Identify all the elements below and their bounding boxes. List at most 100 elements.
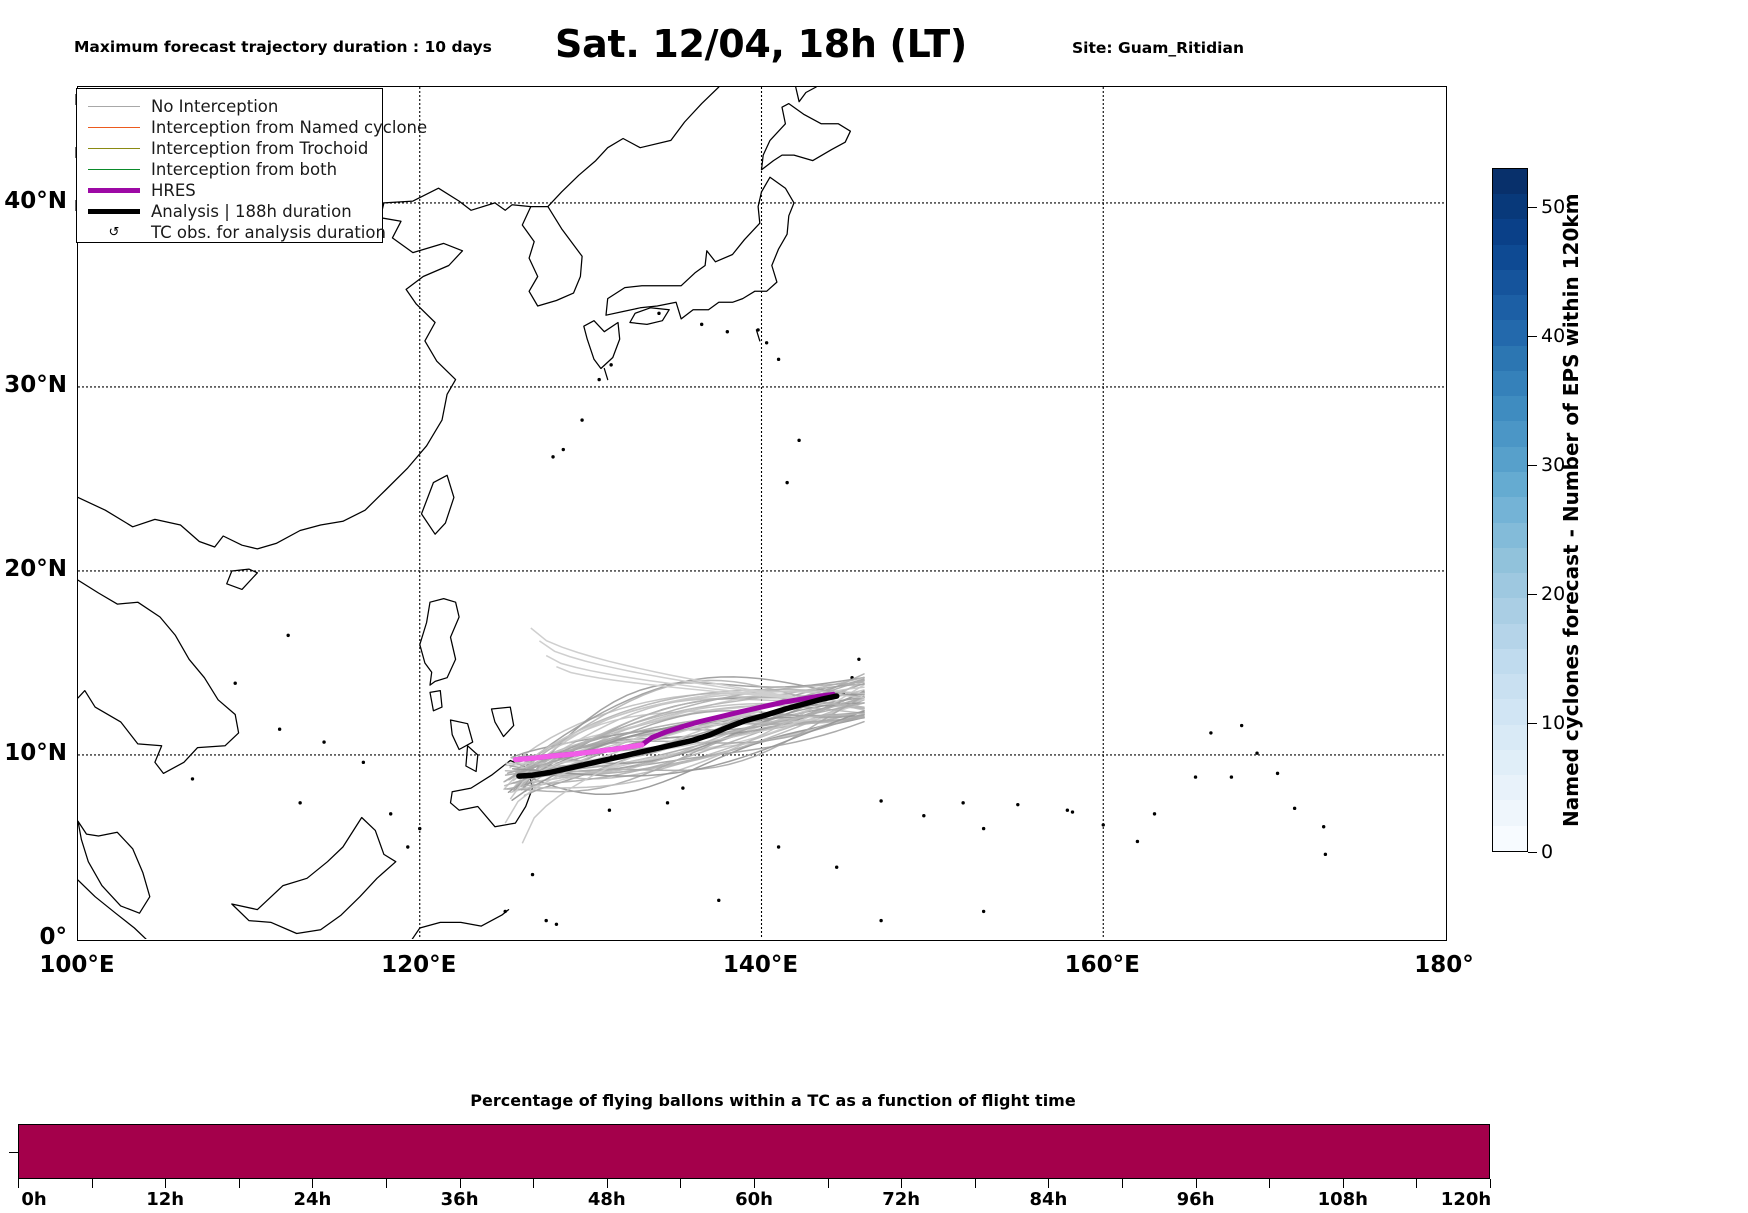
time-tick-label-12h: 12h xyxy=(146,1189,185,1210)
colorbar-segment-10 xyxy=(1493,573,1527,599)
colorbar-tick-50 xyxy=(1528,206,1537,208)
legend-item-4[interactable]: HRES xyxy=(77,180,382,201)
time-tick-84h xyxy=(1048,1179,1050,1188)
colorbar-segment-7 xyxy=(1493,648,1527,675)
legend-label-0: No Interception xyxy=(151,97,279,116)
colorbar-tick-20 xyxy=(1528,593,1537,595)
lat-tick-40: 40°N xyxy=(4,187,67,214)
page-title: Sat. 12/04, 18h (LT) xyxy=(555,22,967,66)
time-tick-48h xyxy=(606,1179,608,1188)
colorbar-tick-30 xyxy=(1528,464,1537,466)
legend-swatch-1 xyxy=(88,127,140,128)
legend-label-6: TC obs. for analysis duration xyxy=(151,223,386,242)
legend-label-2: Interception from Trochoid xyxy=(151,139,369,158)
colorbar-tick-label-0: 0 xyxy=(1541,841,1554,863)
colorbar-segment-25 xyxy=(1493,194,1527,220)
time-tick-60h xyxy=(754,1179,755,1188)
colorbar-segment-16 xyxy=(1493,421,1527,447)
time-tick-label-0h: 0h xyxy=(21,1189,47,1210)
colorbar-segment-2 xyxy=(1493,775,1527,801)
colorbar-segment-9 xyxy=(1493,598,1527,624)
colorbar-segment-13 xyxy=(1493,497,1527,523)
time-tick-label-48h: 48h xyxy=(587,1189,626,1210)
time-tick-114h xyxy=(1416,1179,1418,1188)
colorbar-tick-0 xyxy=(1528,852,1537,853)
colorbar[interactable]: 0 10 20 30 40 50 xyxy=(1492,168,1565,863)
time-tick-102h xyxy=(1269,1179,1271,1188)
colorbar-tick-label-20: 20 xyxy=(1541,582,1566,605)
percentage-axis-tick xyxy=(9,1152,18,1153)
time-tick-120h xyxy=(1490,1179,1491,1188)
time-tick-6h xyxy=(91,1179,93,1188)
legend-label-3: Interception from both xyxy=(151,160,338,179)
time-tick-label-108h: 108h xyxy=(1317,1189,1368,1210)
time-tick-0h xyxy=(18,1179,19,1188)
colorbar-segment-11 xyxy=(1493,547,1527,574)
header-left-line-0: Maximum forecast trajectory duration : 1… xyxy=(74,38,492,57)
lat-tick-20: 20°N xyxy=(4,555,67,582)
time-tick-label-72h: 72h xyxy=(882,1189,921,1210)
time-tick-72h xyxy=(901,1179,903,1188)
legend-swatch-3 xyxy=(88,169,140,170)
time-tick-54h xyxy=(680,1179,682,1188)
colorbar-segment-5 xyxy=(1493,699,1527,725)
colorbar-segment-19 xyxy=(1493,345,1527,371)
percentage-bar[interactable] xyxy=(18,1124,1490,1179)
colorbar-tick-label-30: 30 xyxy=(1541,453,1566,476)
colorbar-segment-8 xyxy=(1493,623,1527,649)
colorbar-segment-20 xyxy=(1493,320,1527,346)
colorbar-segment-21 xyxy=(1493,295,1527,321)
legend-item-2[interactable]: Interception from Trochoid xyxy=(77,138,382,159)
time-tick-label-120h: 120h xyxy=(1440,1189,1492,1210)
colorbar-segment-22 xyxy=(1493,269,1527,296)
time-tick-78h xyxy=(974,1179,976,1188)
map-canvas xyxy=(78,87,1445,939)
colorbar-segment-3 xyxy=(1493,749,1527,776)
colorbar-segment-6 xyxy=(1493,674,1527,700)
legend-item-0[interactable]: No Interception xyxy=(77,96,382,117)
legend-label-5: Analysis | 188h duration xyxy=(151,202,352,221)
colorbar-tick-label-50: 50 xyxy=(1541,195,1566,218)
flight-time-axis: 0h 12h 24h 36h 48h 60h 72h 84h 96h 108h 120h xyxy=(9,1152,1492,1213)
legend-item-1[interactable]: Interception from Named cyclone xyxy=(77,117,427,138)
lon-tick-180: 180° xyxy=(1414,952,1474,978)
time-tick-18h xyxy=(238,1179,240,1188)
colorbar-segment-0 xyxy=(1493,825,1527,851)
lon-tick-160: 160°E xyxy=(1064,952,1140,978)
lon-tick-120: 120°E xyxy=(381,952,457,978)
time-tick-12h xyxy=(165,1179,167,1188)
colorbar-tick-label-10: 10 xyxy=(1541,711,1566,734)
time-tick-90h xyxy=(1122,1179,1123,1188)
lat-tick-30: 30°N xyxy=(4,371,67,398)
legend-swatch-4 xyxy=(88,188,140,193)
legend-item-6[interactable]: ↺ TC obs. for analysis duration xyxy=(77,222,386,243)
lon-tick-100: 100°E xyxy=(39,952,115,978)
legend-label-4: HRES xyxy=(151,181,196,200)
time-tick-label-84h: 84h xyxy=(1029,1189,1068,1210)
map-legend[interactable]: No Interception Interception from Named c… xyxy=(76,88,427,243)
time-tick-label-36h: 36h xyxy=(440,1189,479,1210)
colorbar-segment-23 xyxy=(1493,244,1527,270)
legend-item-5[interactable]: Analysis | 188h duration xyxy=(77,201,382,222)
colorbar-segment-15 xyxy=(1493,446,1527,473)
colorbar-segment-1 xyxy=(1493,800,1527,826)
percentage-bar-caption: Percentage of flying ballons within a TC… xyxy=(470,1091,1076,1110)
colorbar-segment-12 xyxy=(1493,522,1527,548)
colorbar-segment-14 xyxy=(1493,472,1527,498)
time-tick-24h xyxy=(312,1179,314,1188)
colorbar-segment-4 xyxy=(1493,724,1527,750)
colorbar-tick-40 xyxy=(1528,335,1537,337)
time-tick-label-96h: 96h xyxy=(1176,1189,1215,1210)
colorbar-segment-26 xyxy=(1493,168,1527,195)
legend-item-3[interactable]: Interception from both xyxy=(77,159,382,180)
lat-tick-10: 10°N xyxy=(4,739,67,766)
tc-observation-icon: ↺ xyxy=(108,225,120,240)
time-tick-96h xyxy=(1195,1179,1197,1188)
time-tick-label-24h: 24h xyxy=(293,1189,332,1210)
colorbar-tick-label-40: 40 xyxy=(1541,324,1566,347)
time-tick-36h xyxy=(459,1179,461,1188)
legend-swatch-2 xyxy=(88,148,140,149)
colorbar-segment-17 xyxy=(1493,396,1527,422)
legend-label-1: Interception from Named cyclone xyxy=(151,118,428,137)
colorbar-title: Named cyclones forecast - Number of EPS … xyxy=(1559,193,1583,827)
